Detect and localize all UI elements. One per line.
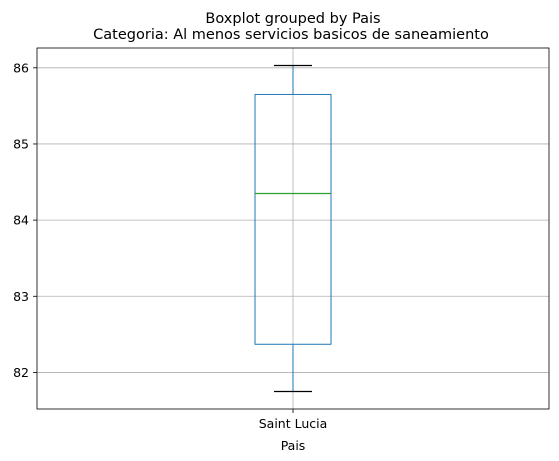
y-tick-label: 82 <box>13 365 29 380</box>
y-tick-label: 85 <box>13 136 29 151</box>
y-tick-label: 84 <box>13 213 29 228</box>
plot-area: 82 83 84 85 86 Saint Lucia <box>13 47 550 431</box>
x-tick-label: Saint Lucia <box>259 416 328 431</box>
box-iqr <box>254 93 332 345</box>
chart-suptitle: Boxplot grouped by Pais <box>205 11 380 27</box>
y-tick-label: 86 <box>13 60 29 75</box>
y-tick-label: 83 <box>13 289 29 304</box>
chart-title: Categoria: Al menos servicios basicos de… <box>93 27 489 43</box>
x-axis-label: Pais <box>281 438 306 453</box>
